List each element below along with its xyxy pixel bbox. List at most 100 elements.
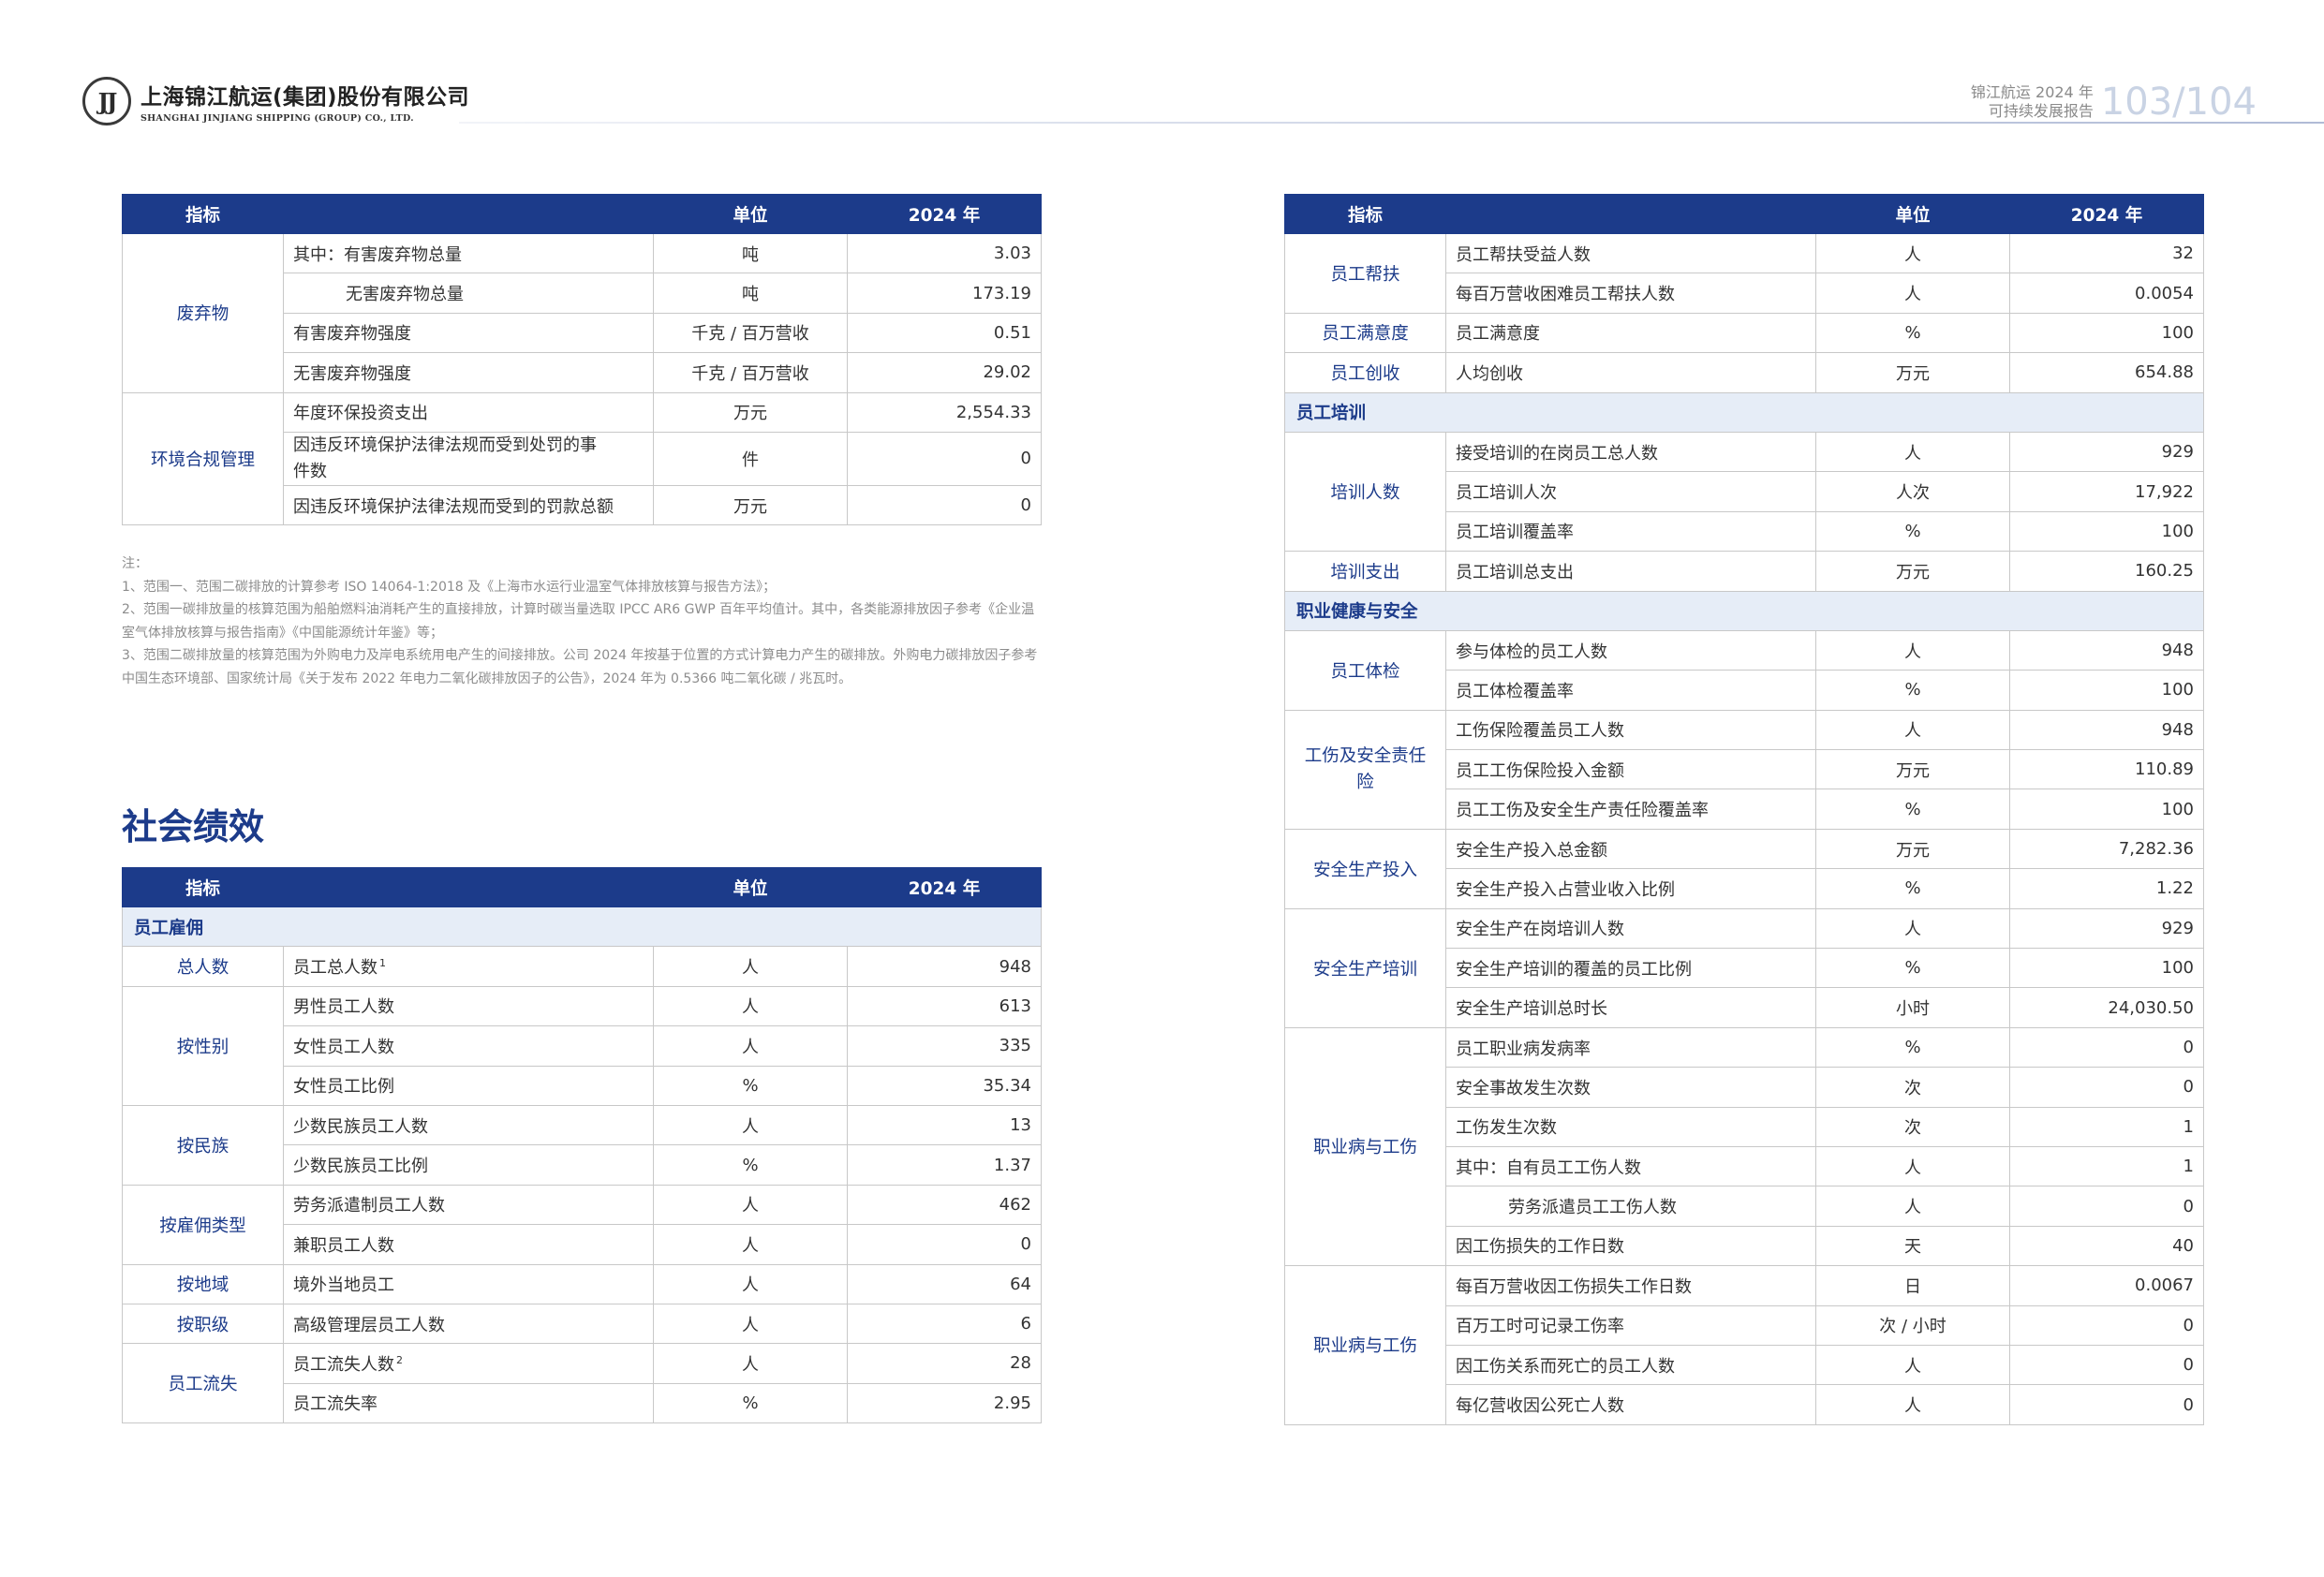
value-cell: 929	[2009, 907, 2204, 950]
note-item: 1、范围一、范围二碳排放的计算参考 ISO 14064-1:2018 及《上海市…	[122, 579, 777, 595]
unit-cell: %	[1815, 670, 2010, 711]
header-indicator: 指标	[122, 867, 284, 907]
category-cell: 安全生产培训	[1284, 907, 1446, 1028]
section-title: 社会绩效	[122, 806, 265, 847]
value-cell: 17,922	[2009, 471, 2204, 512]
table-row: 废弃物 其中：有害废弃物总量 吨 3.03	[122, 232, 1042, 393]
unit-cell: 人	[653, 1224, 848, 1265]
value-cell: 0	[2009, 1304, 2204, 1346]
unit-cell: %	[653, 1144, 848, 1186]
company-name-cn: 上海锦江航运(集团)股份有限公司	[141, 85, 470, 110]
value-cell: 35.34	[847, 1065, 1042, 1106]
table-row: 有害废弃物强度 千克 / 百万营收 0.51	[123, 312, 1042, 354]
table-row: 百万工时可记录工伤率次 / 小时 0	[1285, 1304, 2204, 1346]
category-cell: 职业病与工伤	[1284, 1265, 1446, 1425]
unit-cell: 人	[1815, 232, 2010, 274]
indicator-cell: 安全生产投入总金额	[1445, 828, 1816, 870]
category-cell: 环境合规管理	[122, 391, 284, 526]
unit-cell: 万元	[653, 391, 848, 433]
indicator-cell: 工伤发生次数	[1445, 1106, 1816, 1147]
header-year: 2024 年	[2009, 194, 2204, 234]
value-cell: 6	[847, 1303, 1042, 1345]
indicator-cell: 人均创收	[1445, 352, 1816, 393]
environment-table: 指标 单位 2024 年 废弃物 其中：有害废弃物总量 吨 3.03 无害废弃物…	[122, 194, 1042, 526]
value-cell: 948	[2009, 629, 2204, 671]
indicator-cell: 劳务派遣制员工人数	[283, 1184, 654, 1226]
indicator-cell: 员工培训总支出	[1445, 551, 1816, 592]
value-cell: 100	[2009, 312, 2204, 354]
value-cell: 2.95	[847, 1382, 1042, 1424]
unit-cell: 千克 / 百万营收	[653, 352, 848, 393]
table-row: 员工培训人次 人次 17,922	[1285, 471, 2204, 512]
category-cell: 员工帮扶	[1284, 233, 1446, 314]
unit-cell: 次	[1815, 1067, 2010, 1108]
indicator-cell: 接受培训的在岗员工总人数	[1445, 431, 1816, 473]
table-row: 总人数 员工总人数 1 人 948	[122, 946, 1042, 987]
table-row: 安全生产投入占营业收入比例% 1.22	[1285, 868, 2204, 909]
indicator-cell: 无害废弃物总量	[283, 273, 654, 314]
unit-cell: 千克 / 百万营收	[653, 312, 848, 354]
unit-cell: 人	[1815, 907, 2010, 950]
table-header-row: 指标 单位 2024 年	[1284, 194, 2204, 234]
value-cell: 40	[2009, 1225, 2204, 1267]
indicator-cell: 高级管理层员工人数	[283, 1303, 654, 1345]
category-cell: 按职级	[122, 1303, 284, 1345]
value-cell: 110.89	[2009, 749, 2204, 790]
table-row: 员工体检覆盖率% 100	[1285, 670, 2204, 711]
table-row: 每亿营收因公死亡人数人 0	[1285, 1384, 2204, 1425]
table-row: 因违反环境保护法律法规而受到处罚的事件数 件 0	[123, 431, 1042, 486]
indicator-cell: 员工工伤及安全生产责任险覆盖率	[1445, 788, 1816, 830]
indicator-cell: 员工流失率	[283, 1382, 654, 1424]
report-title: 锦江航运 2024 年 可持续发展报告	[1971, 83, 2094, 121]
unit-cell: 人	[653, 1025, 848, 1067]
indicator-cell: 员工职业病发病率	[1445, 1026, 1816, 1069]
unit-cell: 小时	[1815, 987, 2010, 1028]
table-row: 女性员工人数 人 335	[123, 1025, 1042, 1067]
indicator-cell: 安全生产培训总时长	[1445, 987, 1816, 1028]
unit-cell: 次 / 小时	[1815, 1304, 2010, 1346]
indicator-label: 员工流失人数	[293, 1354, 394, 1375]
value-cell: 32	[2009, 232, 2204, 274]
indicator-cell: 员工帮扶受益人数	[1445, 232, 1816, 274]
value-cell: 0	[2009, 1186, 2204, 1227]
company-logo: JJ 上海锦江航运(集团)股份有限公司 SHANGHAI JINJIANG SH…	[82, 77, 469, 125]
table-row: 工伤及安全责任险 工伤保险覆盖员工人数人 948	[1284, 709, 2204, 830]
value-cell: 28	[847, 1343, 1042, 1384]
category-cell: 安全生产投入	[1284, 828, 1446, 909]
indicator-cell: 其中：自有员工工伤人数	[1445, 1145, 1816, 1187]
indicator-cell: 安全生产培训的覆盖的员工比例	[1445, 948, 1816, 989]
unit-cell: 万元	[1815, 551, 2010, 592]
value-cell: 0.51	[847, 312, 1042, 354]
indicator-cell: 安全生产在岗培训人数	[1445, 907, 1816, 950]
category-cell: 按民族	[122, 1104, 284, 1186]
value-cell: 0	[2009, 1384, 2204, 1425]
unit-cell: 万元	[653, 484, 848, 526]
value-cell: 948	[847, 946, 1042, 987]
value-cell: 64	[847, 1263, 1042, 1304]
category-cell: 总人数	[122, 946, 284, 987]
header-blank	[283, 194, 654, 234]
category-cell: 员工满意度	[1284, 312, 1446, 354]
indicator-label: 员工总人数	[293, 958, 377, 979]
value-cell: 335	[847, 1025, 1042, 1067]
indicator-cell: 员工工伤保险投入金额	[1445, 749, 1816, 790]
report-title-line2: 可持续发展报告	[1988, 102, 2094, 120]
value-cell: 948	[2009, 709, 2204, 751]
value-cell: 100	[2009, 948, 2204, 989]
indicator-cell: 男性员工人数	[283, 985, 654, 1027]
table-row: 安全生产培训总时长 小时 24,030.50	[1285, 987, 2204, 1028]
category-cell: 员工体检	[1284, 629, 1446, 711]
header-unit: 单位	[1815, 194, 2010, 234]
table-row: 培训人数 接受培训的在岗员工总人数人 929	[1284, 431, 2204, 553]
unit-cell: 人	[653, 946, 848, 987]
indicator-cell: 年度环保投资支出	[283, 391, 654, 433]
indicator-cell: 工伤保险覆盖员工人数	[1445, 709, 1816, 751]
indicator-cell: 每百万营收困难员工帮扶人数	[1445, 273, 1816, 314]
employee-health-table: 指标 单位 2024 年 员工帮扶 员工帮扶受益人数人 32 每百万营收困难员工帮扶人…	[1284, 194, 2204, 1425]
indicator-cell: 员工满意度	[1445, 312, 1816, 354]
page-number: 103/104	[2100, 81, 2257, 124]
unit-cell: %	[1815, 948, 2010, 989]
unit-cell: 人	[653, 985, 848, 1027]
unit-cell: 次	[1815, 1106, 2010, 1147]
indicator-cell: 少数民族员工人数	[283, 1104, 654, 1146]
